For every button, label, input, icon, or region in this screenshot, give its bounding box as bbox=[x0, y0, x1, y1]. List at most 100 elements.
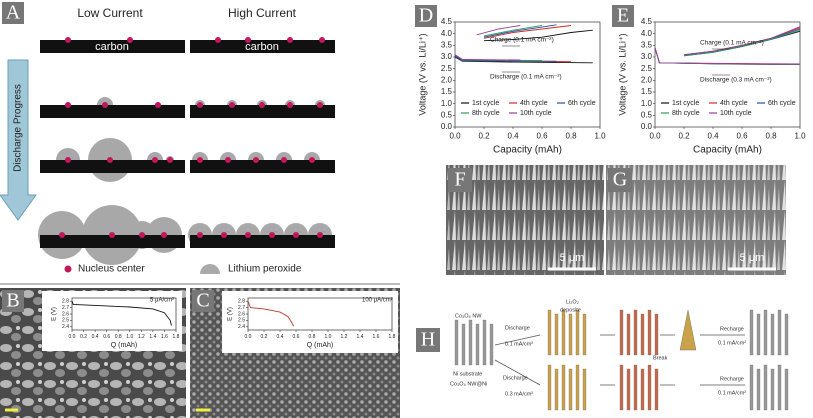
nanowire bbox=[770, 313, 775, 356]
panel-label: C bbox=[196, 290, 209, 312]
legend-label: 1st cycle bbox=[472, 100, 499, 107]
nanowire bbox=[763, 364, 768, 411]
scale-label: 5 μm bbox=[740, 252, 765, 264]
panel-label: A bbox=[6, 2, 21, 24]
y-axis-label: E (V) bbox=[52, 307, 58, 321]
y-tick-label: 0.5 bbox=[641, 110, 653, 119]
nucleus bbox=[253, 157, 259, 163]
nucleus bbox=[59, 232, 65, 238]
x-tick-label: 0.4 bbox=[92, 334, 99, 340]
column-title: High Current bbox=[228, 6, 297, 20]
panel-label: D bbox=[419, 5, 433, 27]
x-tick-label: 0.8 bbox=[765, 131, 777, 140]
x-axis-label: Capacity (mAh) bbox=[693, 144, 762, 155]
y-axis-label: Voltage (V vs. Li/Li⁺) bbox=[417, 33, 427, 115]
inset bbox=[222, 291, 398, 353]
h-label: 0.1 mA/cm² bbox=[718, 340, 746, 346]
nucleus bbox=[127, 37, 133, 43]
y-tick-label: 2.0 bbox=[641, 75, 653, 84]
series-line bbox=[454, 25, 521, 61]
legend-label: 8th cycle bbox=[472, 110, 500, 117]
carbon-substrate bbox=[40, 40, 185, 53]
h-label: Recharge bbox=[720, 376, 744, 382]
panel-b: B bbox=[0, 288, 186, 418]
y-tick-label: 0.0 bbox=[441, 122, 453, 131]
nanowire bbox=[547, 309, 552, 356]
nucleus bbox=[107, 157, 113, 163]
nucleus bbox=[317, 232, 323, 238]
x-tick-label: 0.6 bbox=[736, 131, 748, 140]
y-tick-label: 2.6 bbox=[238, 311, 245, 317]
legend-label: 4th cycle bbox=[720, 100, 748, 107]
h-label: Break bbox=[653, 355, 668, 361]
x-tick-label: 0.8 bbox=[115, 334, 122, 340]
h-label: Recharge bbox=[720, 326, 744, 332]
y-tick-label: 2.5 bbox=[441, 64, 453, 73]
y-tick-label: 2.5 bbox=[238, 318, 245, 324]
x-axis-label: Capacity (mAh) bbox=[493, 144, 562, 155]
y-tick-label: 2.0 bbox=[441, 75, 453, 84]
panel-g: G 5 μm bbox=[606, 165, 786, 275]
carbon-substrate bbox=[190, 40, 335, 53]
legend-label: 6th cycle bbox=[568, 100, 596, 107]
panel-label-box bbox=[608, 168, 632, 192]
nanowire bbox=[777, 364, 782, 411]
arrow-label: Discharge Progress bbox=[13, 84, 24, 172]
carbon-substrate bbox=[190, 160, 335, 173]
nanowire bbox=[575, 364, 580, 411]
plot-frame bbox=[654, 21, 801, 128]
annotation: 5 μA/cm² bbox=[150, 298, 174, 304]
nanowire bbox=[482, 319, 487, 366]
panel-label-box bbox=[612, 5, 634, 27]
carbon-substrate bbox=[190, 235, 335, 248]
nucleus bbox=[161, 232, 167, 238]
y-tick-label: 2.4 bbox=[238, 324, 245, 330]
nanowire bbox=[626, 368, 631, 411]
legend-label: 1st cycle bbox=[672, 100, 699, 107]
y-tick-label: 2.8 bbox=[62, 299, 69, 305]
nucleus bbox=[317, 102, 323, 108]
nucleus bbox=[167, 157, 173, 163]
x-axis-label: Q (mAh) bbox=[307, 342, 333, 349]
panel-label-box bbox=[2, 290, 24, 312]
y-tick-label: 3.0 bbox=[641, 52, 653, 61]
panel-label: F bbox=[454, 169, 465, 191]
y-tick-label: 2.8 bbox=[238, 299, 245, 305]
nanowire bbox=[749, 309, 754, 356]
x-tick-label: 1.6 bbox=[161, 334, 168, 340]
carbon-substrate bbox=[40, 235, 185, 248]
nucleus bbox=[65, 102, 71, 108]
annotation: 100 μA/cm² bbox=[362, 298, 393, 304]
x-tick-label: 0.6 bbox=[103, 334, 110, 340]
legend-label: Nucleus center bbox=[78, 264, 145, 275]
y-axis-label: Voltage (V vs. Li/Li⁺) bbox=[617, 33, 627, 115]
nanowire bbox=[454, 319, 459, 366]
scale-label: 5 μm bbox=[560, 252, 585, 264]
nanowire bbox=[784, 313, 789, 356]
nucleus bbox=[65, 37, 71, 43]
series-line bbox=[247, 301, 295, 327]
x-tick-label: 1.4 bbox=[149, 334, 156, 340]
nanowire bbox=[554, 313, 559, 356]
nanowire bbox=[461, 323, 466, 366]
h-label: 0.3 mA/cm² bbox=[505, 391, 533, 397]
h-label: Discharge bbox=[503, 375, 528, 381]
y-tick-label: 3.5 bbox=[641, 40, 653, 49]
column-title: Low Current bbox=[77, 6, 143, 20]
nanowire bbox=[582, 368, 587, 411]
carbon-substrate bbox=[40, 105, 185, 118]
nucleus bbox=[197, 232, 203, 238]
y-tick-label: 2.4 bbox=[62, 324, 69, 330]
nucleus bbox=[293, 232, 299, 238]
substrate-label: carbon bbox=[245, 41, 279, 53]
x-tick-label: 0.6 bbox=[293, 334, 300, 340]
nanowire bbox=[749, 364, 754, 411]
x-tick-label: 1.6 bbox=[373, 334, 380, 340]
nanowire bbox=[619, 309, 624, 356]
charts: 0.0 0.2 0.4 0.6 0.8 1.0 1.2 1.4 1.6 1.82.42.52.62… bbox=[52, 17, 807, 349]
nucleus bbox=[215, 37, 221, 43]
nucleus bbox=[309, 157, 315, 163]
sem-image bbox=[606, 165, 786, 275]
panel-label-box bbox=[2, 2, 24, 24]
